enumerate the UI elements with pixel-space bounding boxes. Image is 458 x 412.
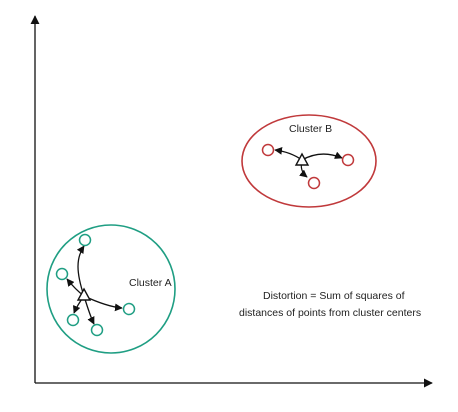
cluster-b-point bbox=[341, 153, 355, 167]
caption-line-1: Distortion = Sum of squares of bbox=[263, 290, 405, 302]
arrow-a-to-point-5 bbox=[83, 295, 123, 312]
arrow-b-to-point-1 bbox=[274, 147, 303, 161]
cluster-a-label: Cluster A bbox=[129, 277, 172, 289]
cluster-b-point bbox=[307, 176, 321, 190]
cluster-b-points bbox=[261, 143, 355, 190]
arrow-b-to-point-2 bbox=[301, 151, 343, 161]
cluster-a-point bbox=[66, 313, 80, 327]
cluster-b-boundary bbox=[241, 114, 377, 208]
caption-line-2: distances of points from cluster centers bbox=[239, 307, 421, 319]
arrow-a-to-point-1 bbox=[76, 245, 85, 297]
cluster-a-arrows bbox=[66, 245, 123, 325]
cluster-b-arrows bbox=[274, 147, 343, 178]
cluster-a-centroid-icon bbox=[76, 287, 92, 301]
cluster-a-point bbox=[55, 267, 69, 281]
cluster-a-points bbox=[55, 233, 136, 337]
cluster-a-point bbox=[122, 302, 136, 316]
cluster-a-point bbox=[90, 323, 104, 337]
cluster-a-boundary bbox=[46, 224, 176, 354]
cluster-b-label: Cluster B bbox=[289, 123, 332, 135]
cluster-a-point bbox=[78, 233, 92, 247]
cluster-b-centroid-icon bbox=[294, 152, 310, 166]
cluster-b-point bbox=[261, 143, 275, 157]
